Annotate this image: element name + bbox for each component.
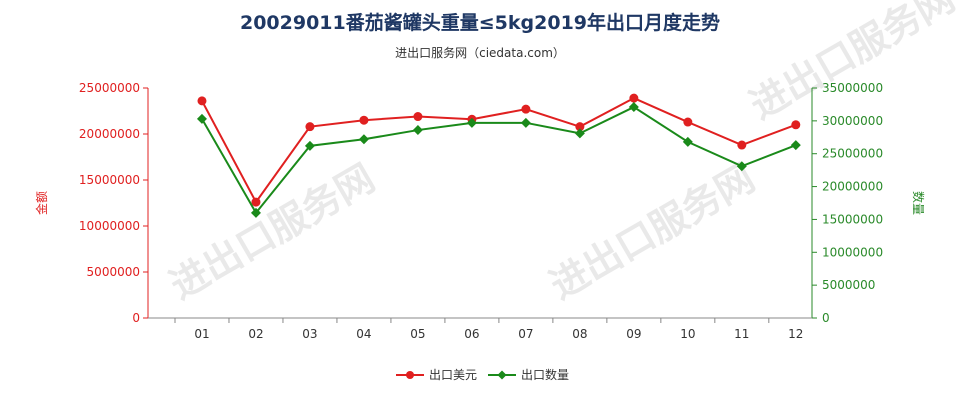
data-point <box>790 140 801 151</box>
legend: 出口美元 出口数量 <box>396 367 569 382</box>
right-axis-label: 数量 <box>911 191 926 215</box>
x-tick-label: 02 <box>248 327 263 341</box>
axes: 0 5000000 10000000 15000000 20000000 25000000… <box>34 81 926 341</box>
right-tick-label: 10000000 <box>822 245 883 259</box>
watermark-text: 进出口服务网 <box>743 0 960 128</box>
legend-marker <box>497 370 507 380</box>
x-tick-label: 01 <box>194 327 209 341</box>
x-tick-label: 08 <box>572 327 587 341</box>
legend-label: 出口数量 <box>521 367 569 382</box>
right-tick-label: 0 <box>822 311 830 325</box>
legend-marker <box>406 371 414 379</box>
x-tick-label: 06 <box>464 327 479 341</box>
data-point <box>736 161 747 172</box>
right-tick-label: 25000000 <box>822 147 883 161</box>
x-tick-label: 03 <box>302 327 317 341</box>
series-layer <box>196 93 801 218</box>
data-point <box>629 93 639 103</box>
data-point <box>251 197 261 207</box>
watermark-text: 进出口服务网 <box>543 156 762 308</box>
data-point <box>413 112 423 122</box>
series-line <box>201 97 797 204</box>
x-tick-label: 07 <box>518 327 533 341</box>
x-tick-label: 04 <box>356 327 371 341</box>
x-tick-label: 11 <box>734 327 749 341</box>
data-point <box>520 117 531 128</box>
x-tick-label: 05 <box>410 327 425 341</box>
series-line <box>201 105 797 215</box>
right-tick-label: 30000000 <box>822 114 883 128</box>
left-tick-label: 10000000 <box>79 219 140 233</box>
data-point <box>466 117 477 128</box>
chart-subtitle: 进出口服务网（ciedata.com） <box>395 46 565 60</box>
right-tick-label: 15000000 <box>822 212 883 226</box>
data-point <box>574 128 585 139</box>
data-point <box>737 140 747 150</box>
left-tick-label: 15000000 <box>79 173 140 187</box>
data-point <box>197 96 207 106</box>
left-tick-label: 5000000 <box>87 265 140 279</box>
data-point <box>791 120 801 130</box>
data-point <box>575 122 585 132</box>
data-point <box>521 104 531 114</box>
left-tick-label: 20000000 <box>79 127 140 141</box>
x-tick-label: 10 <box>680 327 695 341</box>
data-point <box>359 115 369 125</box>
right-tick-label: 35000000 <box>822 81 883 95</box>
left-tick-label: 25000000 <box>79 81 140 95</box>
left-tick-label: 0 <box>132 311 140 325</box>
left-axis-label: 金额 <box>34 191 49 215</box>
right-tick-label: 20000000 <box>822 180 883 194</box>
data-point <box>304 140 315 151</box>
right-tick-label: 5000000 <box>822 278 875 292</box>
data-point <box>628 102 639 113</box>
x-tick-label: 09 <box>626 327 641 341</box>
data-point <box>196 113 207 124</box>
data-point <box>412 125 423 136</box>
chart-title: 20029011番茄酱罐头重量≤5kg2019年出口月度走势 <box>239 12 721 34</box>
legend-label: 出口美元 <box>429 368 477 382</box>
data-point <box>250 207 261 218</box>
x-tick-label: 12 <box>788 327 803 341</box>
data-point <box>305 122 315 132</box>
data-point <box>683 117 693 127</box>
data-point <box>682 136 693 147</box>
data-point <box>358 134 369 145</box>
